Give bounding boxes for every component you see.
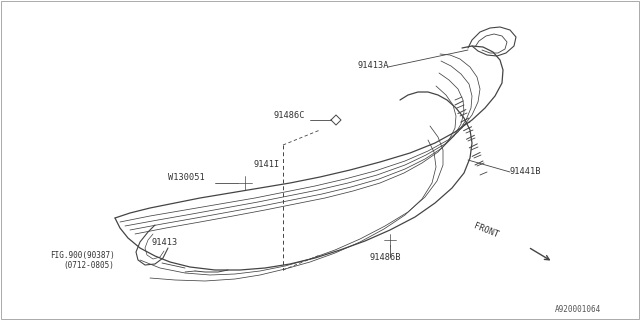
Text: FIG.900(90387): FIG.900(90387) [50, 251, 115, 260]
Text: W130051: W130051 [168, 173, 205, 182]
Text: FRONT: FRONT [472, 222, 500, 240]
Text: 91486B: 91486B [370, 253, 401, 262]
Text: 91486C: 91486C [273, 111, 305, 120]
Text: 91413: 91413 [152, 238, 179, 247]
Text: 91413A: 91413A [358, 61, 390, 70]
Text: 91441B: 91441B [510, 167, 541, 176]
Text: A920001064: A920001064 [555, 305, 601, 314]
Text: (0712-0805): (0712-0805) [63, 261, 114, 270]
Text: 9141I: 9141I [253, 160, 279, 169]
